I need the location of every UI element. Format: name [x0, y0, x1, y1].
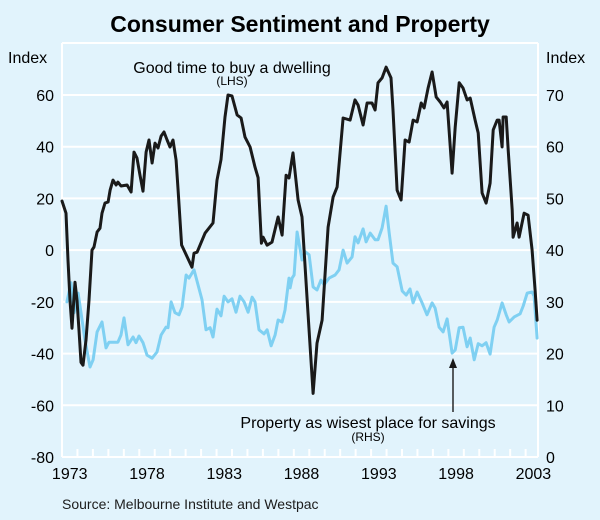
left-tick-label: -80 [31, 450, 54, 467]
right-tick-label: 40 [546, 243, 564, 260]
right-axis-ticks: 70 60 50 40 30 20 10 0 [546, 88, 564, 467]
x-tick-label: 1973 [52, 466, 88, 483]
right-tick-label: 70 [546, 88, 564, 105]
series-line-good-time-to-buy [60, 65, 539, 395]
series-line-wisest-place-savings [65, 204, 539, 369]
right-tick-label: 30 [546, 295, 564, 312]
annotation-arrow [449, 358, 457, 412]
plot-frame [61, 42, 539, 458]
x-tick-label: 1983 [206, 466, 242, 483]
x-tick-label: 1988 [284, 466, 320, 483]
left-axis-ticks: 60 40 20 0 -20 -40 -60 -80 [31, 88, 54, 467]
left-tick-label: 40 [36, 140, 54, 157]
right-tick-label: 10 [546, 398, 564, 415]
series-axis-note-savings: (RHS) [351, 430, 384, 444]
x-tick-label: 1978 [129, 466, 165, 483]
left-tick-label: 60 [36, 88, 54, 105]
left-tick-label: -60 [31, 398, 54, 415]
chart-title: Consumer Sentiment and Property [110, 11, 490, 37]
right-tick-label: 20 [546, 347, 564, 364]
right-tick-label: 50 [546, 191, 564, 208]
right-axis-label: Index [546, 50, 585, 67]
x-axis-ticks: 1973 1978 1983 1988 1993 1998 2003 [52, 449, 551, 483]
x-tick-label: 1998 [438, 466, 474, 483]
series-label-dwelling: Good time to buy a dwelling [133, 60, 330, 77]
right-tick-label: 60 [546, 140, 564, 157]
source-note: Source: Melbourne Institute and Westpac [62, 496, 319, 512]
right-tick-label: 0 [546, 450, 555, 467]
left-tick-label: -20 [31, 295, 54, 312]
left-axis-label: Index [8, 50, 47, 67]
gridlines [62, 94, 538, 407]
arrow-head-icon [449, 358, 457, 368]
left-tick-label: 20 [36, 191, 54, 208]
left-tick-label: -40 [31, 347, 54, 364]
x-tick-label: 1993 [361, 466, 397, 483]
series-axis-note-dwelling: (LHS) [216, 74, 247, 88]
left-tick-label: 0 [45, 243, 54, 260]
series-label-savings: Property as wisest place for savings [240, 415, 495, 432]
x-tick-label: 2003 [516, 466, 552, 483]
series-group [60, 65, 539, 395]
